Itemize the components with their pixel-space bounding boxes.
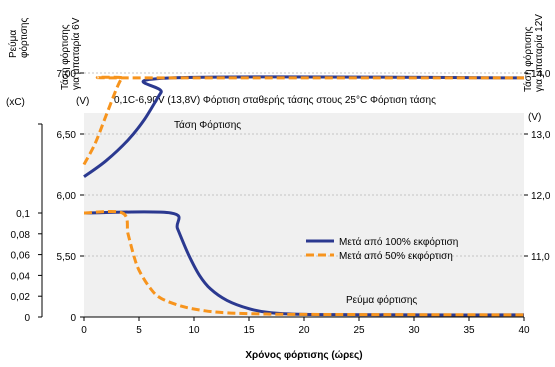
voltage-6v-axis-unit: (V)	[76, 96, 89, 107]
current-tick-label: 0,04	[11, 271, 31, 282]
x-tick-label: 25	[353, 325, 365, 336]
plot-area	[84, 113, 524, 317]
current-tick-label: 0,06	[11, 251, 31, 262]
x-tick-label: 40	[518, 325, 530, 336]
current-tick-label: 0,08	[11, 230, 31, 241]
voltage-6v-tick-label: 6,50	[57, 130, 77, 141]
voltage-6v-tick-label: 0	[70, 313, 76, 324]
legend: Μετά από 100% εκφόρτιση Μετά από 50% εκφ…	[306, 236, 458, 262]
x-tick-label: 15	[243, 325, 255, 336]
current-tick-label: 0	[24, 313, 30, 324]
series-group	[82, 75, 525, 317]
x-tick-label: 5	[136, 325, 142, 336]
voltage-12v-tick-label: 11,0	[531, 252, 550, 263]
current-axis-ticks: 0 0,02 0,04 0,06 0,08 0,1	[11, 123, 42, 324]
current-tick-label: 0,02	[11, 292, 31, 303]
voltage-6v-axis-ticks: 0 5,50 6,00 6,50 7,00	[57, 69, 84, 324]
x-tick-label: 0	[81, 325, 87, 336]
x-tick-label: 30	[408, 325, 420, 336]
x-tick-label: 10	[188, 325, 200, 336]
gridlines	[84, 72, 524, 257]
voltage-6v-tick-label: 6,00	[57, 191, 77, 202]
current-tick-label: 0,1	[16, 209, 30, 220]
series-50pct-voltage-line	[82, 75, 524, 166]
voltage-12v-axis-unit: (V)	[528, 112, 541, 123]
voltage-12v-axis-ticks: 11,0 12,0 13,0 14,0	[524, 69, 551, 263]
x-tick-label: 20	[298, 325, 310, 336]
voltage-12v-tick-label: 12,0	[531, 191, 551, 202]
x-tick-label: 35	[463, 325, 475, 336]
current-curve-annotation: Ρεύμα φόρτισης	[346, 294, 417, 306]
voltage-6v-tick-label: 5,50	[57, 252, 77, 263]
series-50pct-current-line	[83, 209, 525, 317]
voltage-curve-annotation: Τάση Φόρτισης	[174, 119, 241, 131]
voltage-12v-tick-label: 13,0	[531, 130, 551, 141]
voltage-6v-tick-label: 7,00	[57, 69, 77, 80]
current-axis-unit: (xC)	[6, 97, 25, 108]
x-axis-label: Χρόνος φόρτισης (ώρες)	[245, 350, 362, 361]
legend-label-50: Μετά από 50% εκφόρτιση	[339, 250, 453, 262]
voltage-12v-tick-label: 14,0	[531, 69, 551, 80]
legend-label-100: Μετά από 100% εκφόρτιση	[339, 236, 458, 248]
x-axis-ticks: 0 5 10 15 20 25 30 35 40	[81, 317, 530, 336]
chart-title: 0,1C-6,90V (13,8V) Φόρτιση σταθερής τάση…	[114, 94, 436, 106]
